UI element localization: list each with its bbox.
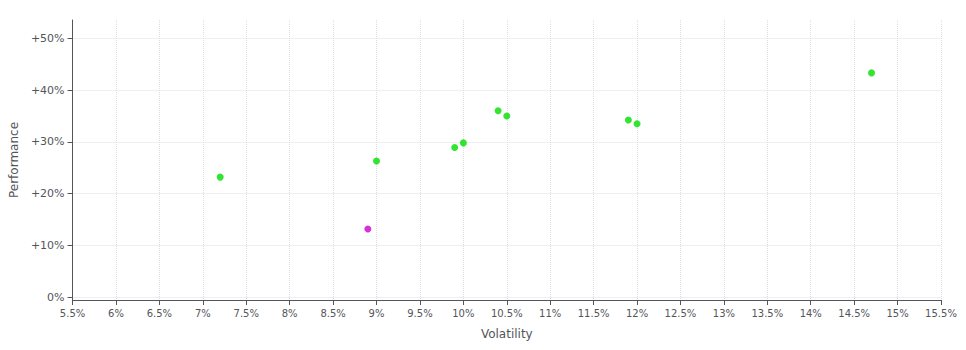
- svg-text:11%: 11%: [539, 308, 561, 319]
- svg-text:7.5%: 7.5%: [234, 308, 259, 319]
- svg-text:8%: 8%: [282, 308, 298, 319]
- svg-text:Volatility: Volatility: [481, 327, 533, 341]
- svg-text:+20%: +20%: [31, 187, 65, 200]
- svg-text:14.5%: 14.5%: [838, 308, 870, 319]
- svg-text:6.5%: 6.5%: [147, 308, 172, 319]
- svg-text:13.5%: 13.5%: [751, 308, 783, 319]
- svg-text:+50%: +50%: [31, 32, 65, 45]
- svg-text:5.5%: 5.5%: [60, 308, 85, 319]
- svg-text:14%: 14%: [800, 308, 822, 319]
- svg-text:7%: 7%: [195, 308, 211, 319]
- svg-text:+40%: +40%: [31, 84, 65, 97]
- svg-text:15.5%: 15.5%: [925, 308, 957, 319]
- svg-text:11.5%: 11.5%: [578, 308, 610, 319]
- svg-text:12.5%: 12.5%: [665, 308, 697, 319]
- svg-text:9%: 9%: [369, 308, 385, 319]
- svg-text:10%: 10%: [452, 308, 474, 319]
- svg-text:+30%: +30%: [31, 135, 65, 148]
- svg-text:12%: 12%: [626, 308, 648, 319]
- svg-text:6%: 6%: [108, 308, 124, 319]
- svg-text:+10%: +10%: [31, 239, 65, 252]
- svg-text:10.5%: 10.5%: [491, 308, 523, 319]
- svg-text:Performance: Performance: [7, 122, 21, 198]
- svg-text:13%: 13%: [713, 308, 735, 319]
- svg-text:8.5%: 8.5%: [320, 308, 345, 319]
- svg-text:15%: 15%: [886, 308, 908, 319]
- svg-text:0%: 0%: [47, 291, 64, 304]
- svg-text:9.5%: 9.5%: [407, 308, 432, 319]
